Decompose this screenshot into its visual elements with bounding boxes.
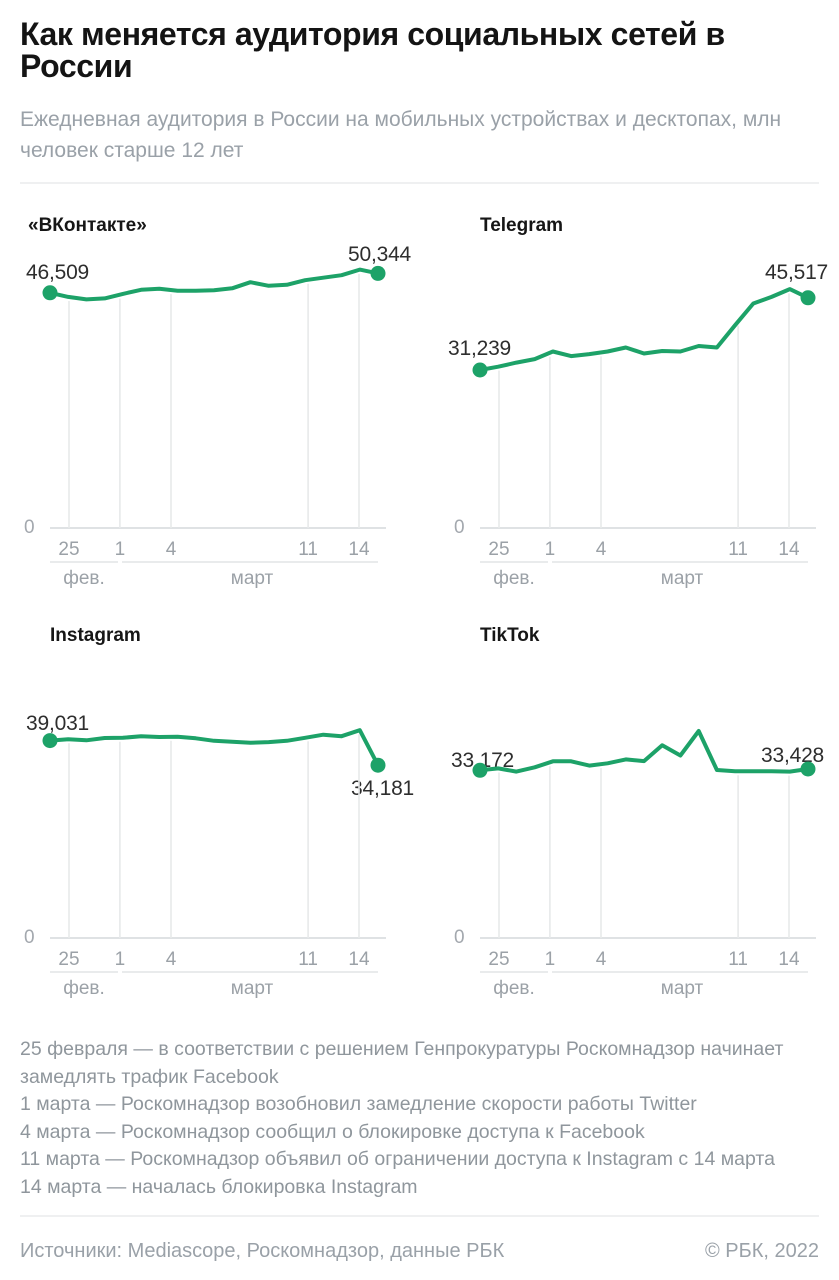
series-line	[48, 267, 380, 302]
month-label-feb: фев.	[63, 978, 105, 999]
footer-divider	[20, 1215, 819, 1217]
end-point-marker	[370, 757, 386, 773]
x-tick-label: 25	[488, 949, 510, 970]
x-tick-label: 14	[778, 949, 800, 970]
x-tick-label: 14	[348, 539, 370, 560]
month-separator-feb	[50, 561, 118, 563]
chart-title-telegram: Telegram	[480, 215, 564, 236]
x-tick-label: 4	[595, 539, 607, 560]
month-label-mar: март	[230, 978, 274, 999]
month-separator-feb	[50, 971, 118, 973]
start-point-marker	[42, 285, 58, 301]
sources-text: Источники: Mediascope, Роскомнадзор, дан…	[20, 1240, 505, 1262]
chart-vkontakte: «ВКонтакте» 46,509 50,344 0 25 1 4 11 14 фев…	[24, 205, 418, 600]
chart-telegram: Telegram 31,239 45,517 0 25 1 4 11 14 фев. м…	[448, 205, 839, 600]
annotation: 14 марта — началась блокировка Instagram	[20, 1175, 418, 1198]
chart-instagram: Instagram 39,031 34,181 0 25 1 4 11 14 фев. …	[24, 615, 418, 1010]
month-separator-mar	[122, 971, 378, 973]
x-tick-label: 25	[488, 539, 510, 560]
month-separator-feb	[480, 971, 548, 973]
end-value-label: 34,181	[351, 777, 415, 800]
start-point-marker	[472, 762, 488, 778]
chart-tiktok: TikTok 33,172 33,428 0 25 1 4 11 14 фев. мар…	[451, 615, 839, 1010]
x-axis-ticks: 25 1 4 11 14	[480, 949, 808, 971]
x-axis-ticks: 25 1 4 11 14	[480, 539, 808, 561]
x-tick-label: 14	[348, 949, 370, 970]
x-tick-label: 25	[58, 949, 80, 970]
end-value-label: 50,344	[348, 243, 412, 266]
x-tick-label: 1	[544, 949, 556, 970]
month-separator-mar	[122, 561, 378, 563]
x-tick-label: 11	[728, 539, 748, 560]
vkontakte-line-chart	[42, 265, 386, 529]
header-divider	[20, 182, 819, 184]
series-line	[478, 729, 810, 774]
annotations-block: 25 февраля — в соответствии с решением Г…	[20, 1036, 810, 1202]
annotation: 25 февраля — в соответствии с решением Г…	[20, 1038, 784, 1088]
month-label-mar: март	[230, 568, 274, 589]
start-point-marker	[472, 362, 488, 378]
page-title: Как меняется аудитория социальных сетей …	[20, 16, 725, 84]
month-separator-mar	[552, 971, 808, 973]
end-point-marker	[800, 761, 816, 777]
month-label-mar: март	[660, 568, 704, 589]
start-value-label: 46,509	[26, 261, 90, 284]
x-tick-label: 11	[298, 949, 318, 970]
chart-title-tiktok: TikTok	[480, 625, 540, 646]
month-separator-feb	[480, 561, 548, 563]
month-label-mar: март	[660, 978, 704, 999]
annotation: 11 марта — Роскомнадзор объявил об огран…	[20, 1148, 775, 1171]
annotation: 1 марта — Роскомнадзор возобновил замедл…	[20, 1093, 697, 1116]
start-value-label: 31,239	[448, 337, 512, 360]
x-tick-label: 25	[58, 539, 80, 560]
month-label-feb: фев.	[63, 568, 105, 589]
y-axis-zero-label: 0	[24, 927, 35, 948]
end-point-marker	[800, 290, 816, 306]
chart-title-vkontakte: «ВКонтакте»	[28, 215, 147, 236]
start-value-label: 39,031	[26, 712, 90, 735]
x-tick-label: 4	[165, 949, 177, 970]
copyright-text: © РБК, 2022	[704, 1240, 819, 1262]
x-tick-label: 1	[114, 949, 126, 970]
y-axis-zero-label: 0	[454, 517, 465, 538]
x-tick-label: 11	[728, 949, 748, 970]
telegram-line-chart	[472, 287, 816, 529]
series-line	[478, 287, 810, 372]
x-tick-label: 4	[165, 539, 177, 560]
chart-title-instagram: Instagram	[50, 625, 141, 646]
x-tick-label: 1	[114, 539, 126, 560]
x-tick-label: 4	[595, 949, 607, 970]
x-axis-ticks: 25 1 4 11 14	[50, 949, 378, 971]
month-separator-mar	[552, 561, 808, 563]
series-line	[48, 728, 380, 768]
instagram-line-chart	[42, 728, 386, 939]
x-tick-label: 11	[298, 539, 318, 560]
end-point-marker	[370, 265, 386, 281]
x-tick-label: 1	[544, 539, 556, 560]
x-tick-label: 14	[778, 539, 800, 560]
end-value-label: 33,428	[761, 744, 825, 767]
start-value-label: 33,172	[451, 749, 515, 772]
end-value-label: 45,517	[765, 261, 829, 284]
x-axis-ticks: 25 1 4 11 14	[50, 539, 378, 561]
page-subtitle: Ежедневная аудитория в России на мобильн…	[20, 108, 782, 162]
annotation: 4 марта — Роскомнадзор сообщил о блокиро…	[20, 1120, 645, 1143]
tiktok-line-chart	[472, 729, 816, 939]
month-label-feb: фев.	[493, 978, 535, 999]
start-point-marker	[42, 733, 58, 749]
y-axis-zero-label: 0	[24, 517, 35, 538]
y-axis-zero-label: 0	[454, 927, 465, 948]
month-label-feb: фев.	[493, 568, 535, 589]
